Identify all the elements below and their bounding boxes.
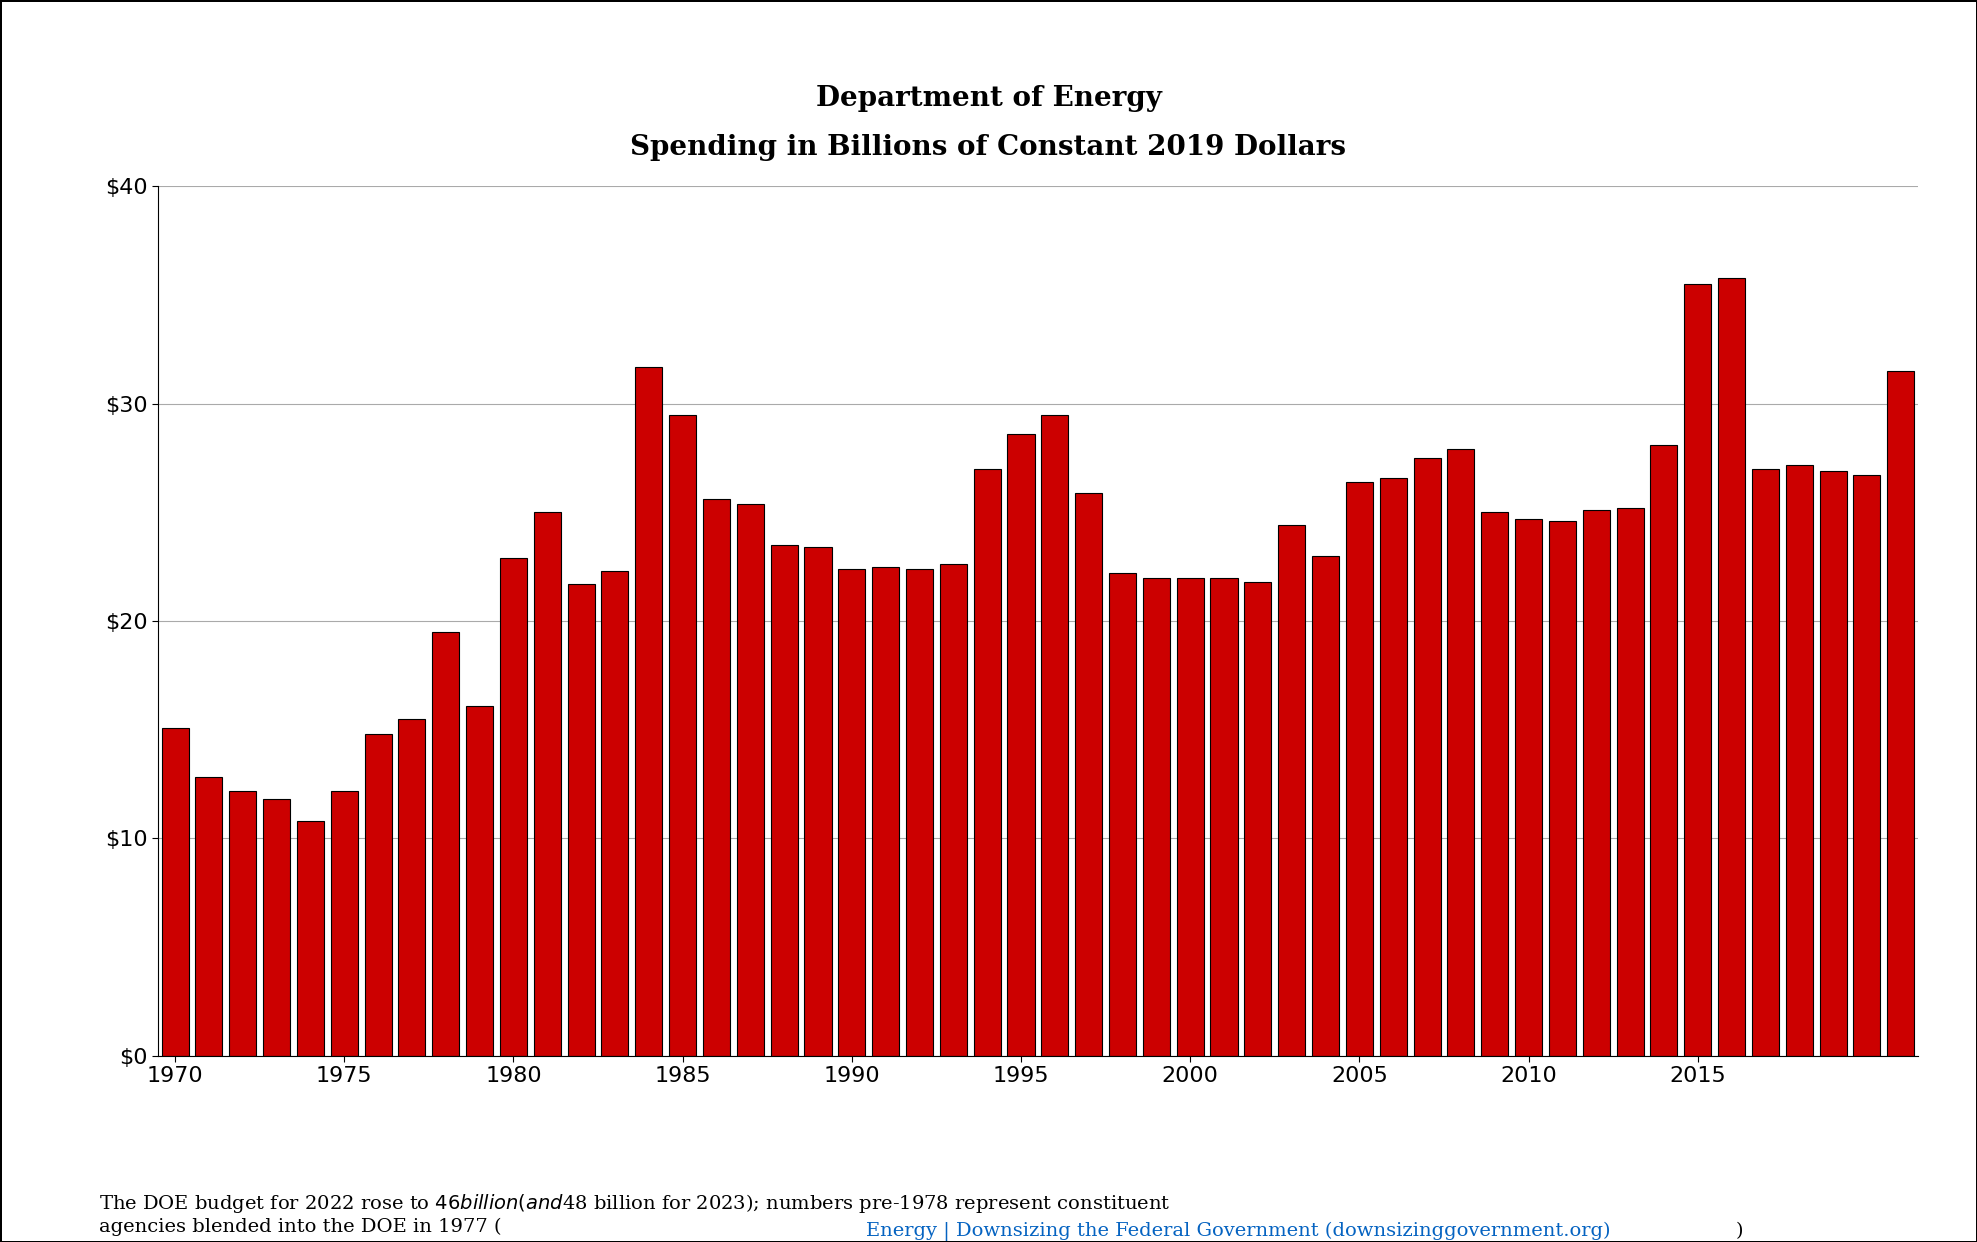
- Bar: [1042, 415, 1068, 1056]
- Bar: [1346, 482, 1372, 1056]
- Bar: [399, 719, 425, 1056]
- Bar: [1752, 468, 1779, 1056]
- Bar: [162, 728, 188, 1056]
- Bar: [1785, 465, 1813, 1056]
- Bar: [1176, 578, 1204, 1056]
- Text: Spending in Billions of Constant 2019 Dollars: Spending in Billions of Constant 2019 Do…: [631, 134, 1346, 161]
- Bar: [330, 791, 358, 1056]
- Bar: [838, 569, 866, 1056]
- Bar: [939, 564, 967, 1056]
- Bar: [1819, 471, 1847, 1056]
- Bar: [1008, 433, 1034, 1056]
- Bar: [229, 791, 257, 1056]
- Bar: [1651, 445, 1676, 1056]
- Bar: [1244, 581, 1271, 1056]
- Bar: [433, 632, 459, 1056]
- Text: Energy | Downsizing the Federal Government (downsizinggovernment.org): Energy | Downsizing the Federal Governme…: [866, 1222, 1611, 1241]
- Bar: [500, 558, 528, 1056]
- Bar: [196, 777, 223, 1056]
- Bar: [872, 566, 900, 1056]
- Text: Department of Energy: Department of Energy: [817, 84, 1160, 112]
- Bar: [1447, 450, 1475, 1056]
- Bar: [668, 415, 696, 1056]
- Bar: [1684, 284, 1712, 1056]
- Bar: [1414, 458, 1441, 1056]
- Bar: [635, 366, 662, 1056]
- Bar: [1888, 371, 1914, 1056]
- Bar: [771, 545, 797, 1056]
- Bar: [737, 504, 763, 1056]
- Bar: [1210, 578, 1238, 1056]
- Bar: [1718, 278, 1746, 1056]
- Text: The DOE budget for 2022 rose to $46 billion (and $48 billion for 2023); numbers : The DOE budget for 2022 rose to $46 bill…: [99, 1192, 1170, 1237]
- Bar: [1380, 477, 1408, 1056]
- Bar: [601, 571, 629, 1056]
- Bar: [1584, 510, 1609, 1056]
- Text: ): ): [1736, 1222, 1744, 1240]
- Bar: [1514, 519, 1542, 1056]
- Bar: [1279, 525, 1305, 1056]
- Bar: [704, 499, 730, 1056]
- Bar: [567, 584, 595, 1056]
- Bar: [1617, 508, 1643, 1056]
- Bar: [1481, 512, 1508, 1056]
- Bar: [534, 512, 561, 1056]
- Bar: [1548, 520, 1576, 1056]
- Bar: [364, 734, 391, 1056]
- Bar: [263, 800, 291, 1056]
- Bar: [1075, 493, 1103, 1056]
- Bar: [973, 468, 1000, 1056]
- Bar: [905, 569, 933, 1056]
- Bar: [1143, 578, 1170, 1056]
- Bar: [467, 705, 492, 1056]
- Bar: [1109, 574, 1137, 1056]
- Bar: [1852, 476, 1880, 1056]
- Bar: [297, 821, 324, 1056]
- Bar: [1313, 556, 1338, 1056]
- Bar: [805, 546, 832, 1056]
